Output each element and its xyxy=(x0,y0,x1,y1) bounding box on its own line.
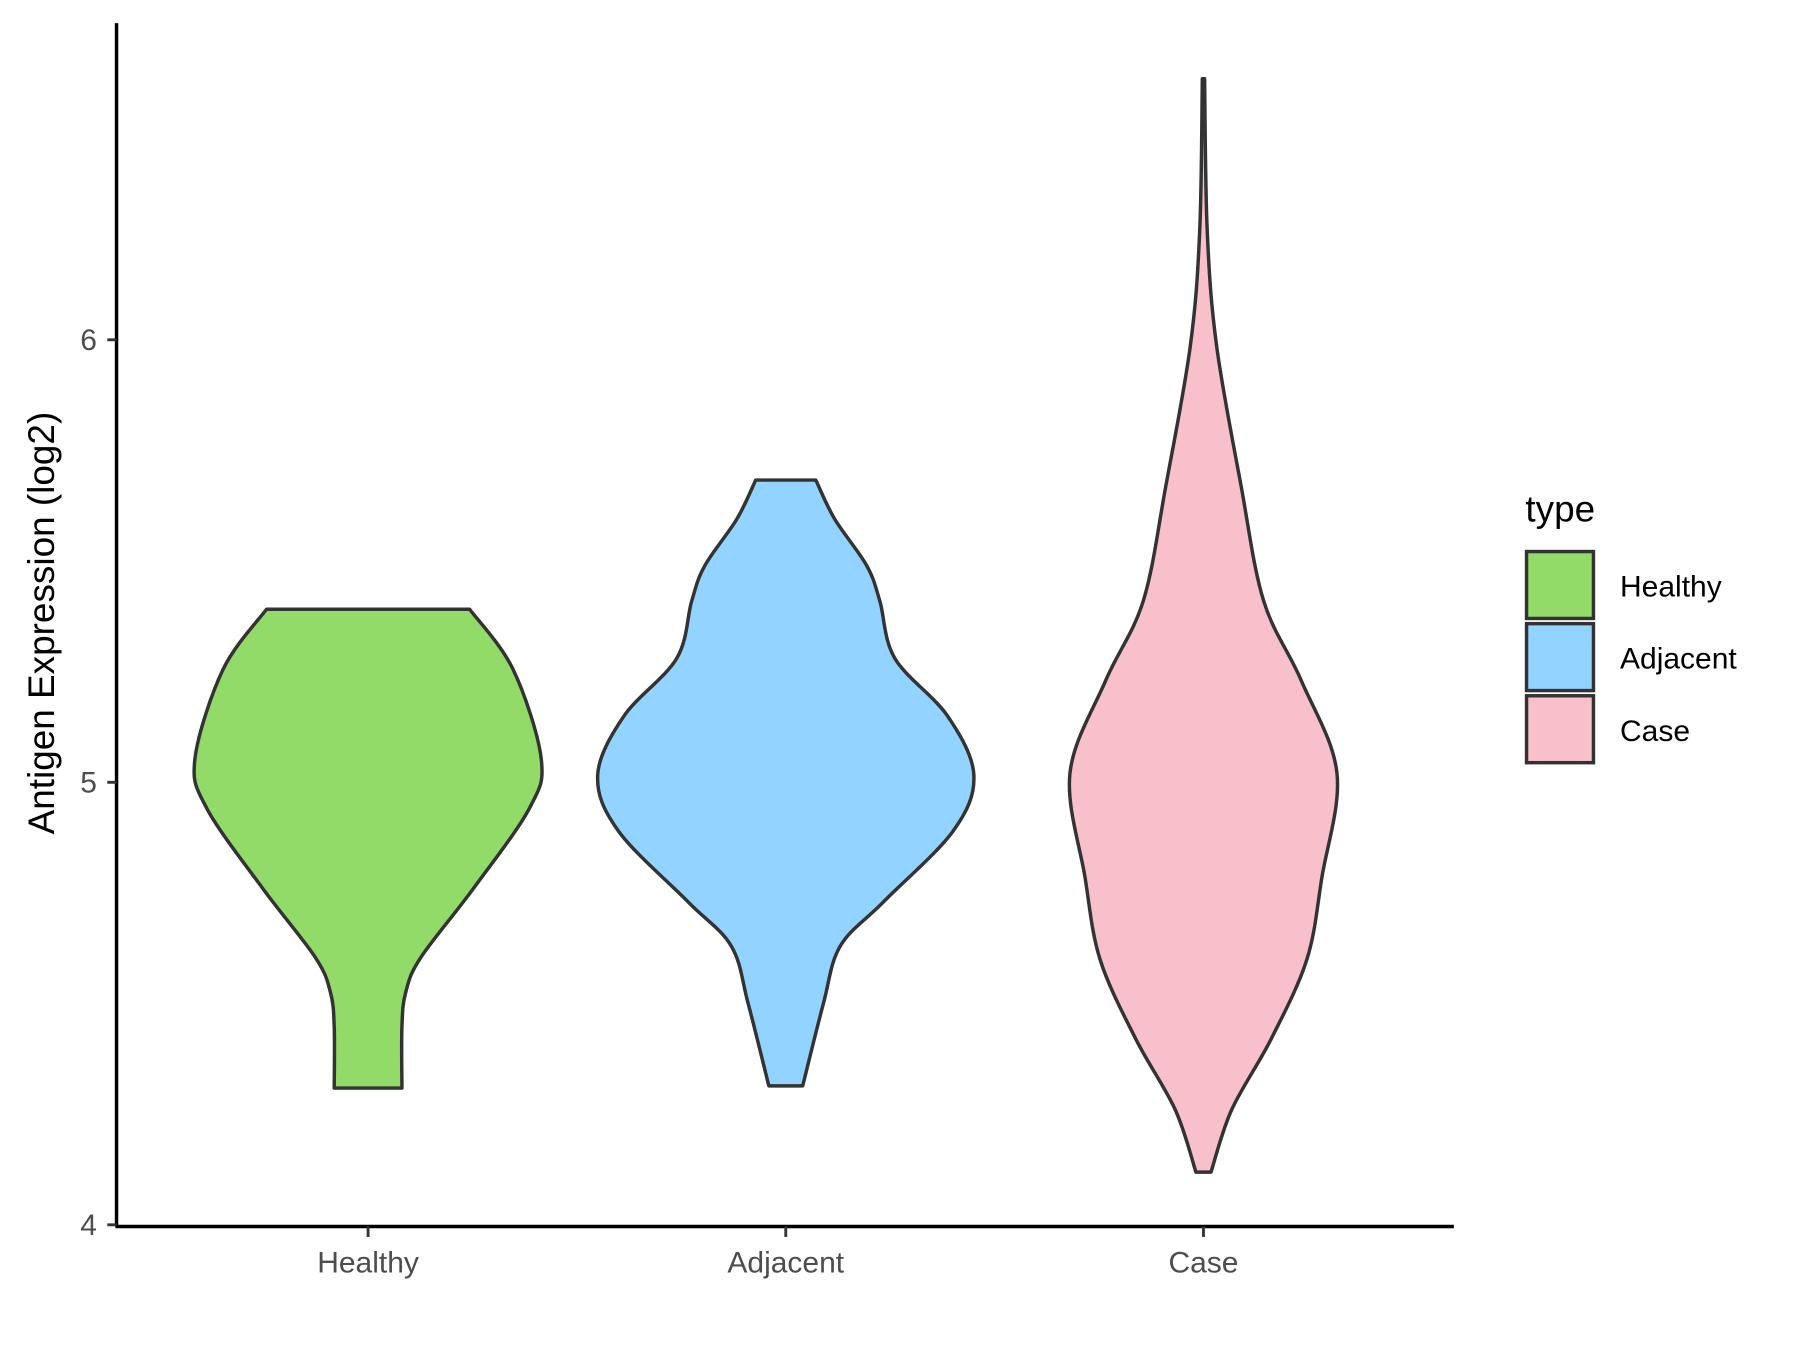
legend: type Healthy Adjacent Case xyxy=(1524,489,1737,765)
x-ticks: Healthy Adjacent Case xyxy=(317,1226,1238,1280)
violin-adjacent xyxy=(595,478,976,1088)
legend-label: Adjacent xyxy=(1620,643,1737,676)
violins xyxy=(192,77,1340,1174)
legend-label: Healthy xyxy=(1620,571,1722,604)
y-axis-label: Antigen Expression (log2) xyxy=(21,412,62,835)
violin-healthy xyxy=(192,607,544,1090)
y-tick-label: 4 xyxy=(80,1209,97,1242)
legend-key-case xyxy=(1524,694,1596,765)
x-tick-label: Healthy xyxy=(317,1247,419,1280)
y-ticks: 4 5 6 xyxy=(80,324,117,1242)
violin-case xyxy=(1067,77,1340,1174)
legend-title: type xyxy=(1525,489,1595,530)
y-tick-label: 6 xyxy=(80,324,97,357)
x-tick-label: Case xyxy=(1168,1247,1238,1280)
legend-label: Case xyxy=(1620,715,1690,748)
x-tick-label: Adjacent xyxy=(727,1247,844,1280)
legend-key-adjacent xyxy=(1524,621,1596,693)
y-tick-label: 5 xyxy=(80,767,97,800)
legend-key-healthy xyxy=(1524,549,1596,621)
